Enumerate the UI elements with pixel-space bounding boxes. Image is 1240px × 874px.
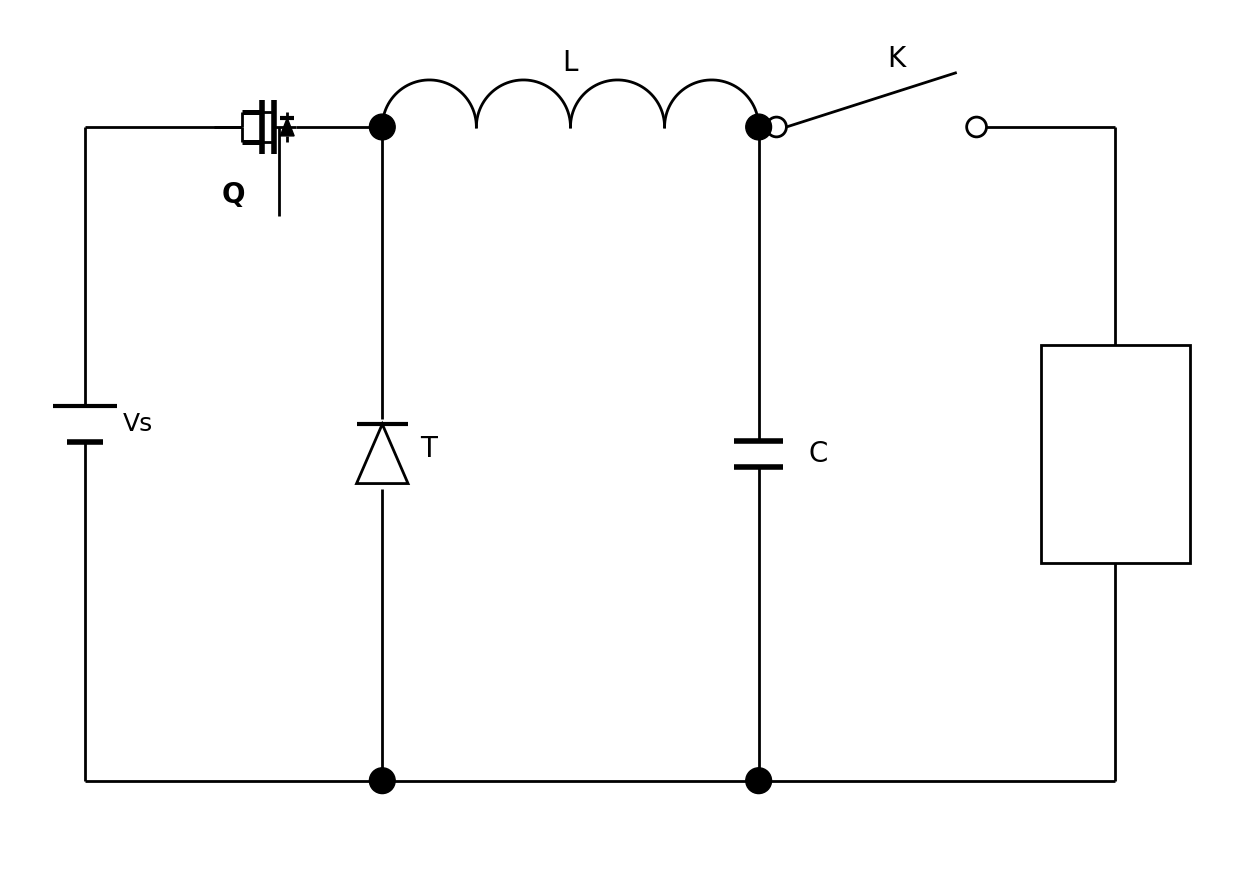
Circle shape <box>370 114 396 140</box>
Text: 直流: 直流 <box>1101 420 1130 444</box>
FancyBboxPatch shape <box>1040 345 1189 563</box>
Circle shape <box>745 114 771 140</box>
Text: T: T <box>420 435 436 463</box>
Circle shape <box>745 768 771 794</box>
Circle shape <box>370 768 396 794</box>
Text: Vs: Vs <box>123 413 153 436</box>
Text: C: C <box>808 440 827 468</box>
Text: Q: Q <box>222 182 246 210</box>
Text: L: L <box>563 50 578 78</box>
Text: 负载: 负载 <box>1101 469 1130 494</box>
Text: K: K <box>887 45 905 73</box>
Polygon shape <box>280 118 294 135</box>
